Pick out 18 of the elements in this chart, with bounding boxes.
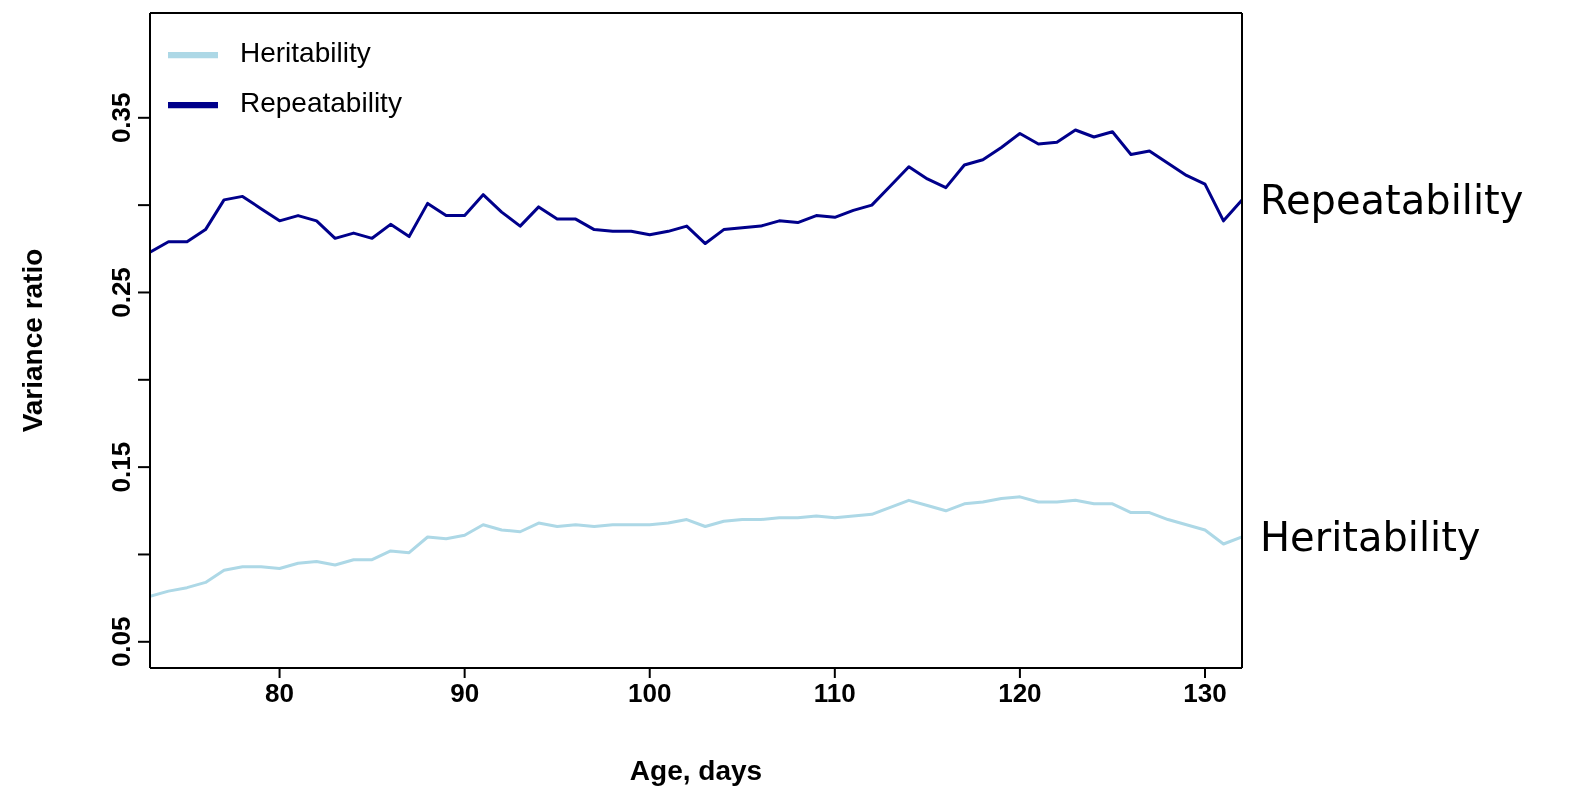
x-tick-label: 90 bbox=[450, 678, 480, 709]
x-axis-title: Age, days bbox=[629, 755, 763, 786]
y-tick-label: 0.35 bbox=[106, 92, 136, 144]
x-tick-label: 120 bbox=[998, 678, 1042, 709]
y-tick-label: 0.25 bbox=[106, 267, 136, 318]
line-series bbox=[150, 128, 1242, 254]
y-axis-title: Variance ratio bbox=[16, 248, 48, 433]
line-series bbox=[150, 495, 1242, 598]
x-tick-label: 100 bbox=[628, 678, 672, 709]
text: Heritability bbox=[1260, 514, 1481, 560]
legend-label: Heritability bbox=[240, 37, 371, 69]
y-tick-label: 0.15 bbox=[106, 441, 136, 493]
y-tick-label: 0.05 bbox=[106, 616, 136, 668]
x-tick-label: 80 bbox=[265, 678, 295, 709]
x-tick-label: 110 bbox=[813, 678, 856, 709]
text: Repeatability bbox=[1260, 176, 1524, 223]
legend-label: Repeatability bbox=[240, 87, 402, 119]
x-tick-label: 130 bbox=[1183, 678, 1227, 709]
